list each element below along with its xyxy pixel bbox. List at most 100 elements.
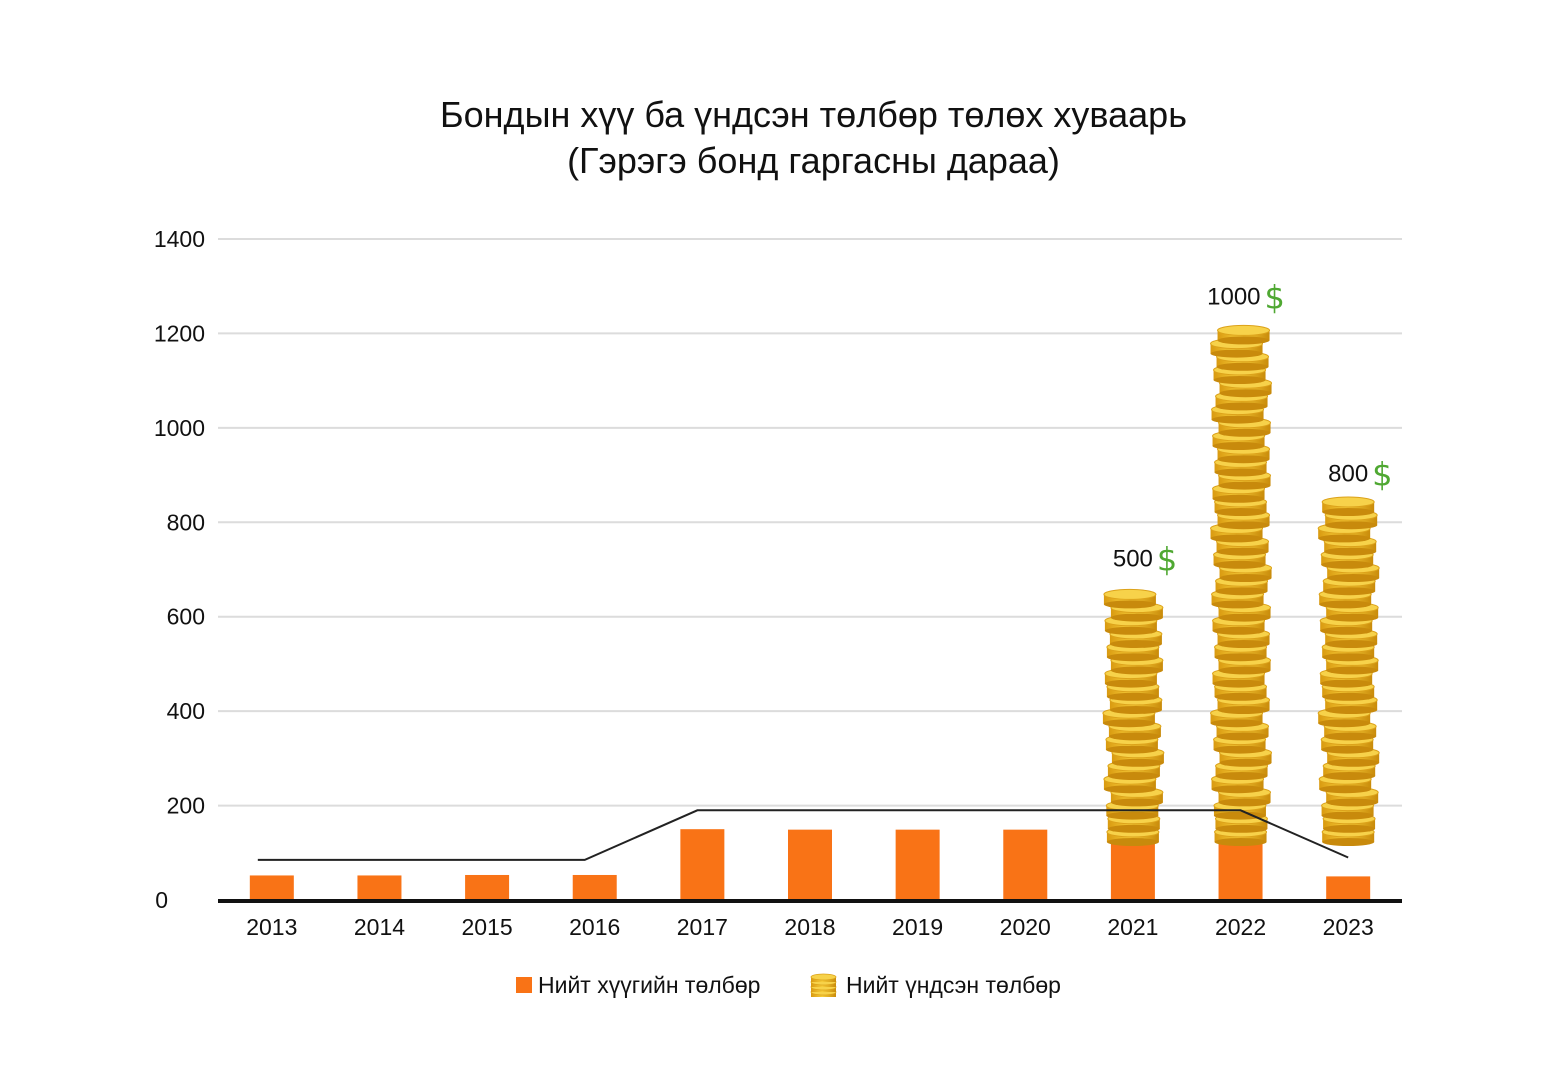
- coin-bottom: [1110, 798, 1163, 807]
- x-tick-label: 2017: [677, 914, 728, 940]
- coin-bottom: [1325, 706, 1378, 714]
- coin-bottom: [1219, 389, 1272, 398]
- coin-bottom: [1108, 732, 1161, 741]
- annotation-value: 1000: [1207, 283, 1260, 310]
- y-tick-label: 800: [167, 509, 205, 535]
- coin-bottom: [1323, 587, 1376, 596]
- y-tick-label: 1400: [154, 226, 205, 252]
- coin-bottom: [1216, 547, 1269, 556]
- coin-bottom: [1322, 692, 1375, 701]
- coin: [1103, 588, 1157, 609]
- coin-bottom: [1218, 613, 1271, 622]
- coin-bottom: [1215, 824, 1268, 833]
- coin-bottom: [1326, 798, 1379, 807]
- coin-bottom: [1104, 626, 1157, 635]
- coin-bottom: [1212, 442, 1265, 450]
- coin-bottom: [1211, 600, 1264, 609]
- gridlines: [218, 238, 1402, 807]
- y-tick-label: 0: [155, 887, 168, 913]
- y-tick-label: 600: [167, 604, 205, 630]
- coin-bottom: [1218, 481, 1271, 490]
- coin-bottom: [1323, 772, 1376, 780]
- value-annotation: 1000 $: [1207, 278, 1285, 316]
- chart-subtitle-line: (Гэрэгэ бонд гаргасны дараа): [567, 140, 1060, 181]
- coin-bottom: [1322, 508, 1375, 516]
- x-tick-label: 2022: [1215, 914, 1266, 940]
- coin-bottom: [1214, 692, 1267, 701]
- interest-bar: [680, 829, 725, 900]
- coin-bottom: [1105, 745, 1158, 754]
- interest-bar: [1326, 876, 1371, 900]
- interest-bar: [1003, 829, 1048, 900]
- coin-bottom: [1210, 534, 1263, 543]
- coin-bottom: [1215, 402, 1268, 411]
- x-axis-ticks: 2013 2014 2015 2016 2017 2018 2019 2020 2021 2022…: [246, 914, 1374, 940]
- coin-bottom: [1326, 666, 1379, 675]
- coin-bottom: [1214, 468, 1267, 477]
- coin-bottom: [1217, 521, 1270, 530]
- coin-bottom: [1213, 560, 1266, 569]
- chart-title: Бондын хүү ба үндсэн төлбөр төлөх хуваар…: [0, 92, 1543, 184]
- coin-bottom: [1218, 666, 1271, 675]
- x-tick-label: 2016: [569, 914, 620, 940]
- coin-bottom: [1210, 349, 1263, 358]
- coin-bottom: [1218, 798, 1271, 807]
- coin-bottom: [1327, 574, 1380, 582]
- coin-bottom: [1326, 613, 1379, 622]
- coin-bottom: [1215, 587, 1268, 596]
- coin-bottom: [1110, 613, 1163, 622]
- interest-bar: [249, 875, 294, 900]
- coin-bottom: [1323, 824, 1376, 833]
- interest-bar: [895, 829, 940, 900]
- x-tick-label: 2023: [1323, 914, 1374, 940]
- dollar-icon: $: [1265, 278, 1285, 316]
- coin-bottom: [1109, 640, 1162, 648]
- coin-bottom: [1211, 785, 1264, 794]
- coin-bottom: [1321, 811, 1374, 820]
- x-tick-label: 2014: [354, 914, 405, 940]
- coin-bottom: [1219, 758, 1272, 767]
- interest-bar: [788, 829, 832, 900]
- coin-bottom: [1318, 719, 1371, 728]
- coin-bottom: [1111, 758, 1164, 767]
- coin-bottom: [1318, 534, 1371, 543]
- coin: [1217, 324, 1271, 345]
- dollar-icon: $: [1372, 455, 1392, 493]
- dollar-icon: $: [1157, 540, 1177, 578]
- coin-bottom: [1213, 745, 1266, 754]
- coin-top: [1217, 324, 1271, 336]
- coin-top: [1103, 588, 1157, 600]
- value-annotation: 800 $: [1328, 455, 1392, 493]
- coin-bottom: [1217, 640, 1270, 648]
- total-line: [257, 809, 1349, 861]
- coin-bottom: [1322, 838, 1375, 846]
- x-tick-label: 2015: [462, 914, 513, 940]
- legend: Нийт хүүгийн төлбөр Нийт үндсэн төлбөр: [516, 972, 1061, 998]
- coin-bottom: [1212, 494, 1265, 503]
- x-tick-label: 2018: [784, 914, 835, 940]
- principal-coin-stacks: [1102, 324, 1380, 846]
- coin-bottom: [1104, 679, 1157, 688]
- legend-label: Нийт хүүгийн төлбөр: [538, 972, 760, 998]
- coin-bottom: [1216, 362, 1269, 371]
- coin-bottom: [1319, 785, 1372, 794]
- coin-bottom: [1106, 838, 1159, 846]
- x-tick-label: 2019: [892, 914, 943, 940]
- coin-bottom: [1219, 574, 1272, 582]
- coin: [1321, 496, 1375, 516]
- interest-bar: [357, 875, 402, 900]
- interest-bar: [465, 874, 510, 900]
- coin-bottom: [1103, 785, 1156, 794]
- coin-bottom: [1216, 732, 1269, 741]
- coin-bottom: [1324, 547, 1377, 556]
- coin-bottom: [1322, 653, 1375, 662]
- value-annotation: 500 $: [1113, 540, 1177, 578]
- coin-bottom: [1214, 508, 1267, 516]
- y-tick-label: 1000: [154, 415, 205, 441]
- coin-bottom: [1215, 772, 1268, 780]
- y-tick-label: 200: [167, 793, 205, 819]
- coin-bottom: [1320, 626, 1373, 635]
- coin-bottom: [1325, 640, 1378, 648]
- legend-swatch: [516, 977, 532, 993]
